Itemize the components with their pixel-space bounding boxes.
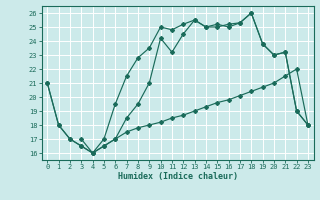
- X-axis label: Humidex (Indice chaleur): Humidex (Indice chaleur): [118, 172, 237, 181]
